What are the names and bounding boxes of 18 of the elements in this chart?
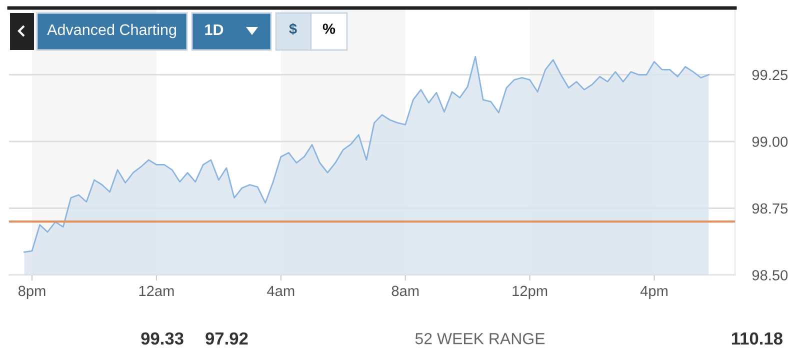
y-tick-label: 98.50 — [752, 270, 788, 280]
x-tick-label: 12pm — [512, 286, 548, 300]
y-tick-label: 99.25 — [752, 70, 788, 80]
text: 99.33 — [141, 332, 184, 345]
text: 110.18 — [732, 332, 782, 345]
x-tick-label: 12am — [139, 286, 174, 296]
text: 52 WEEK RANGE — [415, 332, 545, 344]
y-tick-label: 98.75 — [752, 203, 788, 214]
annotation: Advanced Charting — [47, 24, 176, 38]
x-tick-label: 4am — [267, 286, 294, 296]
x-tick-label: 8am — [392, 286, 419, 296]
x-tick-label: 8pm — [18, 286, 46, 300]
y-tick-label: 99.00 — [752, 136, 788, 147]
annotation: % — [322, 24, 336, 34]
annotation: 1D — [205, 24, 224, 35]
x-tick-label: 4pm — [640, 286, 668, 300]
annotation: $ — [289, 22, 297, 35]
text: 97.92 — [206, 332, 248, 345]
